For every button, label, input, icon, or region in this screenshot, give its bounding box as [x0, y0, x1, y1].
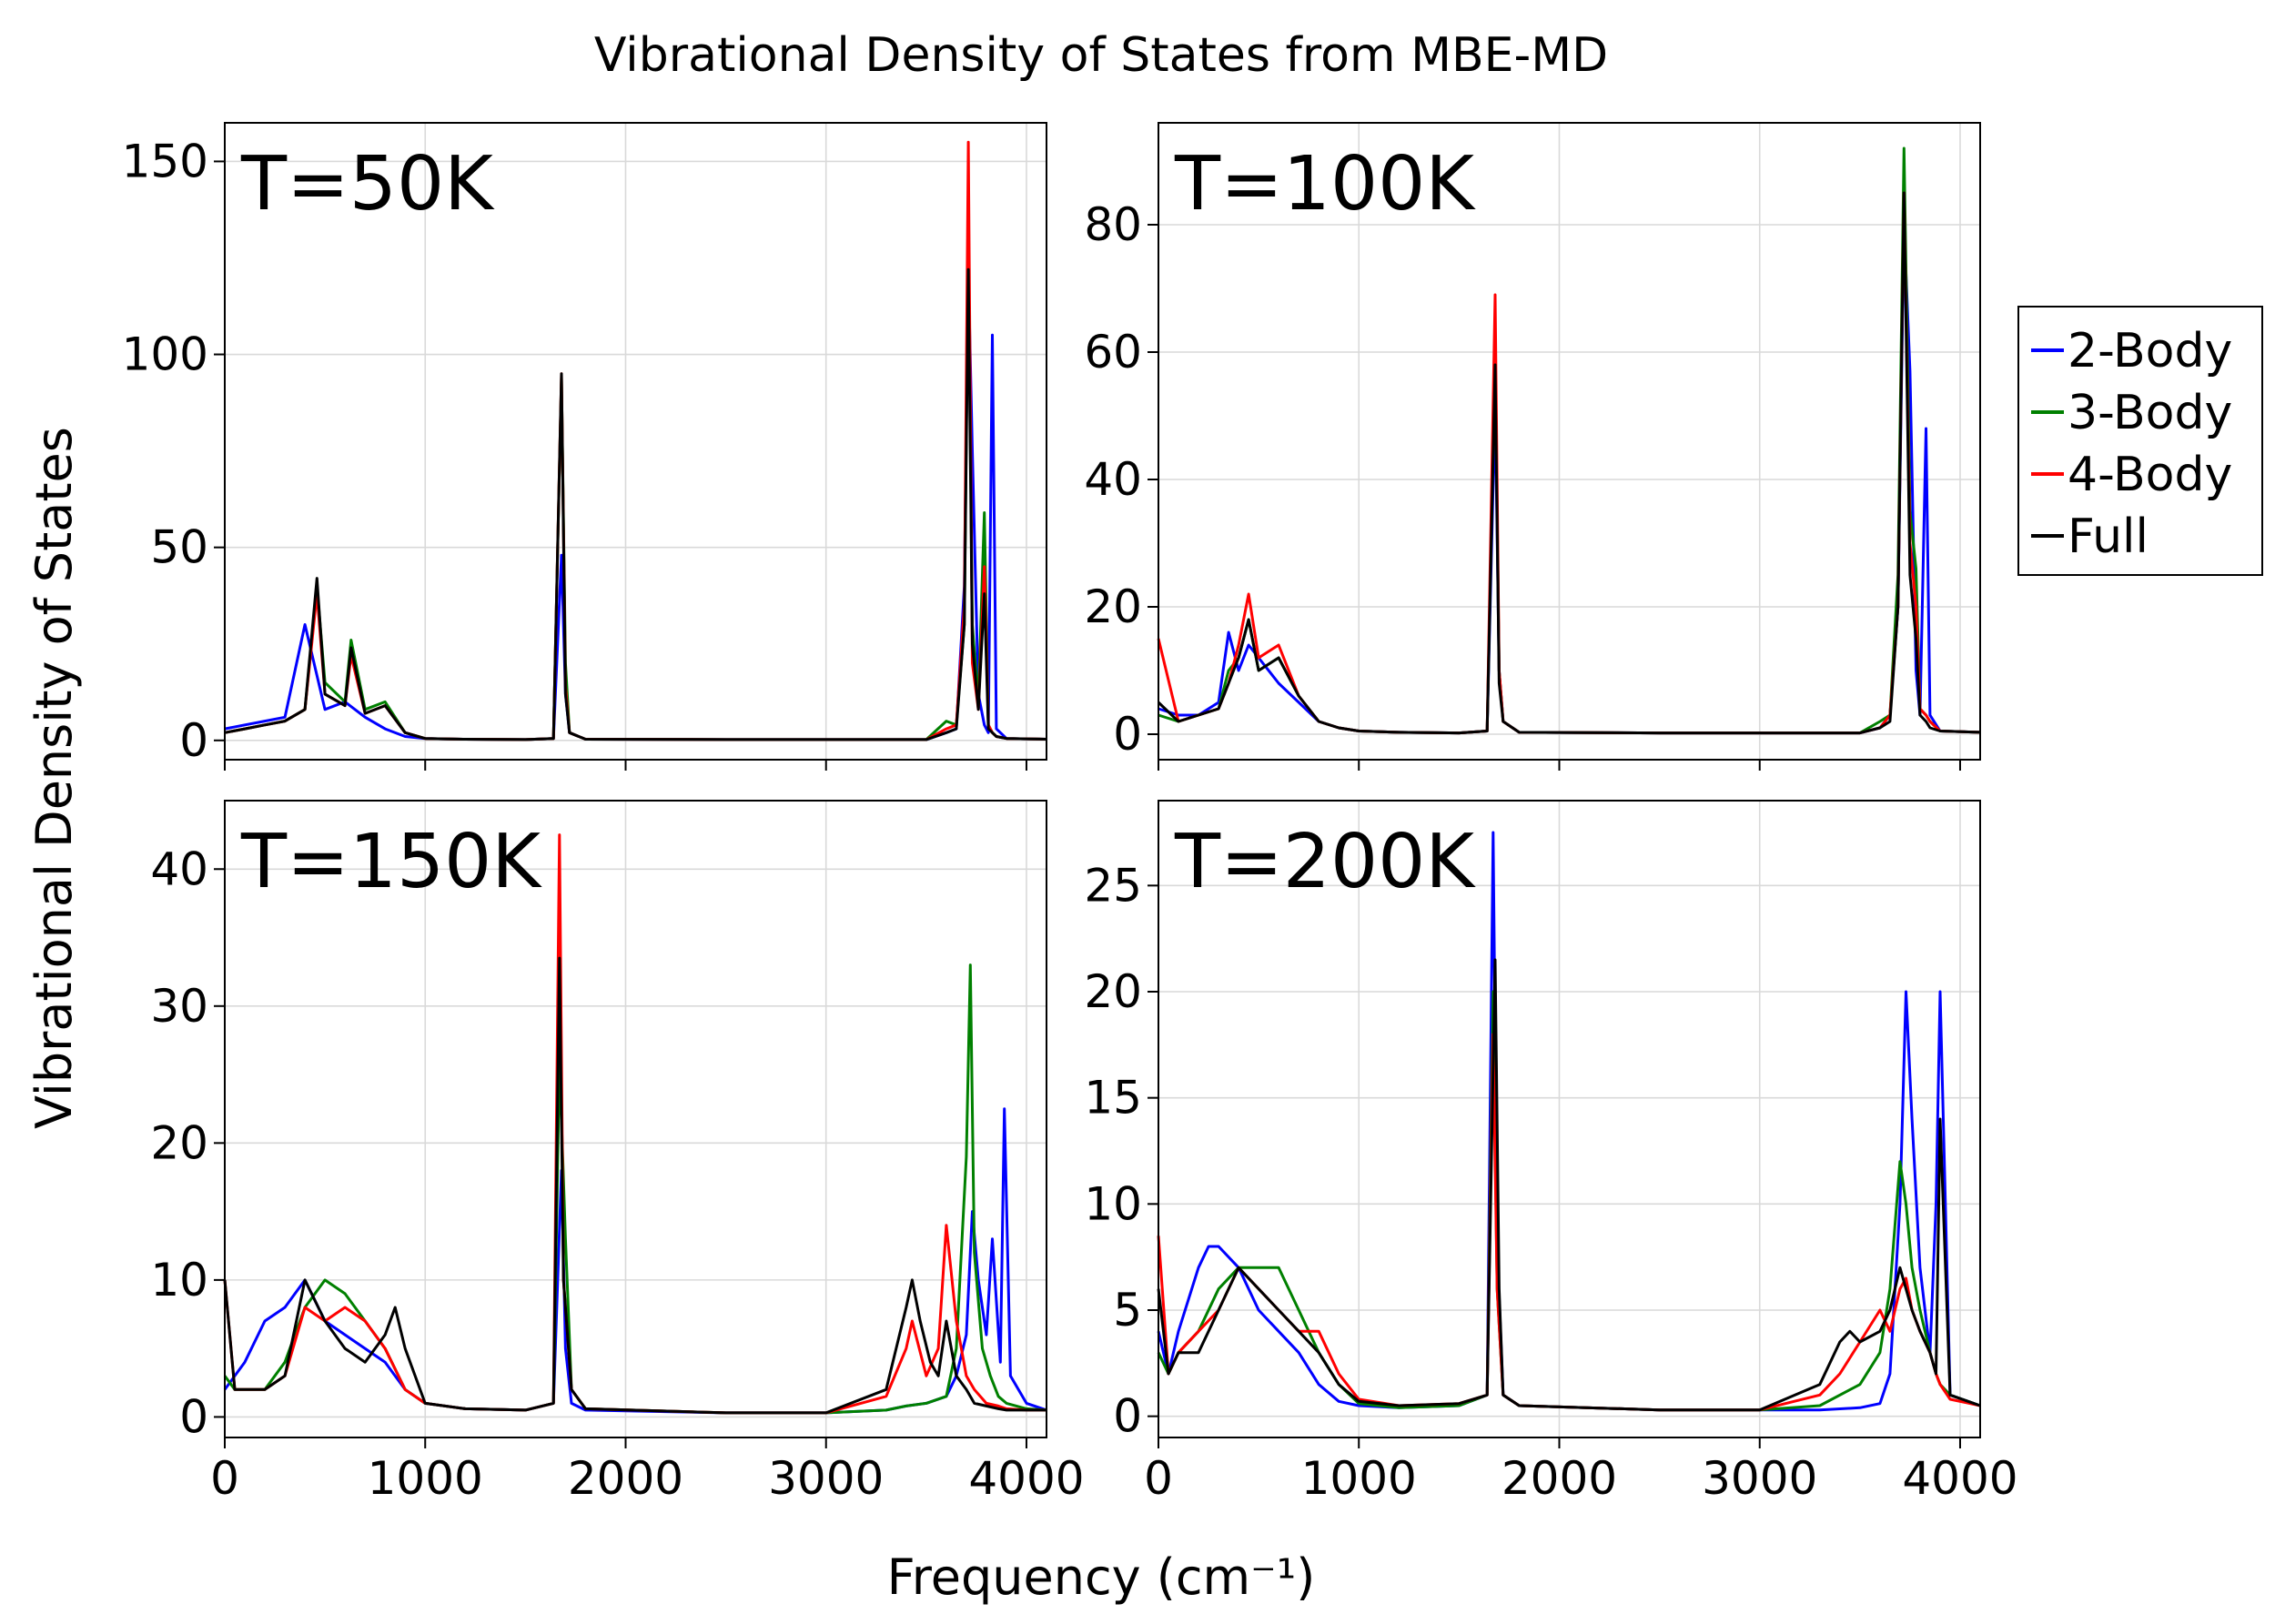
series-line-full [1157, 958, 1981, 1412]
y-tick-label: 0 [179, 1390, 208, 1443]
y-tick-label: 15 [1084, 1072, 1142, 1125]
y-tick-label: 50 [150, 521, 208, 574]
panel-label: T=200K [1174, 819, 1476, 905]
legend: 2-Body 3-Body 4-Body Full [2017, 306, 2263, 576]
y-tick-label: 40 [150, 842, 208, 895]
y-tick-label: 100 [122, 328, 208, 381]
plot-frame [224, 122, 1047, 761]
plot-area [1158, 123, 1980, 760]
y-tick-label: 5 [1113, 1284, 1142, 1337]
y-tick-label: 20 [150, 1116, 208, 1169]
x-tick-label: 0 [210, 1452, 239, 1505]
panel-label: T=50K [240, 141, 495, 227]
legend-label: 2-Body [2068, 324, 2232, 378]
x-tick-label: 3000 [1702, 1452, 1817, 1505]
panel-label: T=100K [1174, 141, 1476, 227]
plot-area [225, 123, 1046, 760]
panel-1: 0 50 100 150 T=50K [122, 122, 1047, 771]
series-line-full [1157, 191, 1981, 735]
legend-item: Full [2031, 509, 2149, 564]
y-tick-label: 60 [1084, 326, 1142, 378]
plot-frame [224, 800, 1047, 1438]
y-tick-label: 150 [122, 135, 208, 187]
y-tick-label: 20 [1084, 965, 1142, 1018]
y-tick-label: 40 [1084, 453, 1142, 506]
x-axis-label: Frequency (cm⁻¹) [887, 1548, 1316, 1606]
panel-2: 0 20 40 60 80 T=100K [1084, 122, 1981, 771]
y-tick-label: 0 [1113, 708, 1142, 761]
x-tick-label: 0 [1144, 1452, 1173, 1505]
panel-label: T=150K [240, 819, 542, 905]
x-tick-label: 4000 [1902, 1452, 2017, 1505]
y-tick-label: 25 [1084, 859, 1142, 912]
y-tick-label: 30 [150, 980, 208, 1033]
legend-label: 4-Body [2068, 448, 2232, 502]
y-tick-label: 0 [1113, 1390, 1142, 1443]
y-tick-label: 10 [150, 1254, 208, 1306]
x-tick-label: 4000 [968, 1452, 1084, 1505]
series-line-full [224, 267, 1047, 741]
series-line-full [223, 956, 1046, 1415]
legend-label: 3-Body [2068, 386, 2232, 440]
x-tick-label: 3000 [768, 1452, 884, 1505]
plot-area [1158, 801, 1980, 1437]
y-tick-label: 80 [1084, 198, 1142, 251]
x-tick-label: 1000 [368, 1452, 483, 1505]
legend-item: 2-Body [2031, 324, 2232, 378]
chart-title: Vibrational Density of States from MBE-M… [594, 28, 1608, 83]
y-tick-label: 10 [1084, 1177, 1142, 1230]
y-tick-label: 20 [1084, 580, 1142, 633]
y-axis-label: Vibrational Density of States [25, 427, 83, 1129]
x-tick-label: 2000 [568, 1452, 683, 1505]
x-tick-label: 1000 [1301, 1452, 1417, 1505]
plot-frame [1158, 122, 1981, 761]
plot-frame [1158, 800, 1981, 1438]
panel-4: 0 1000 2000 3000 4000 0 5 10 15 20 25 T=200K [1084, 800, 2018, 1505]
x-tick-label: 2000 [1502, 1452, 1617, 1505]
legend-item: 3-Body [2031, 386, 2232, 440]
legend-label: Full [2068, 509, 2149, 564]
panel-3: 0 1000 2000 3000 4000 0 10 20 30 40 T=150K [150, 800, 1085, 1505]
y-tick-label: 0 [179, 714, 208, 767]
legend-item: 4-Body [2031, 448, 2232, 502]
